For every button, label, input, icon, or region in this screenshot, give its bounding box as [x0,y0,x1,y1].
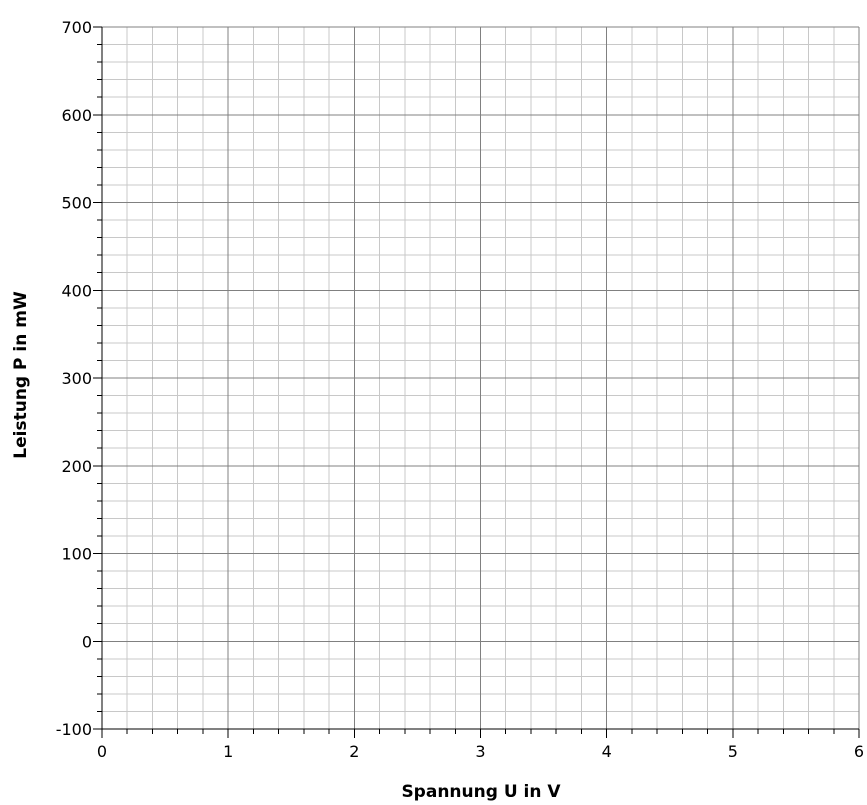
x-tick-label: 1 [223,742,233,761]
y-tick-label: 700 [61,18,92,37]
y-tick-label: 300 [61,369,92,388]
y-tick-label: 0 [82,632,92,651]
x-tick-label: 0 [97,742,107,761]
y-axis-ticks: -100 0 100 200 300 400 500 600 700 [56,18,102,739]
y-tick-label: 200 [61,457,92,476]
y-tick-label: 400 [61,281,92,300]
y-tick-label: 100 [61,545,92,564]
y-axis-title: Leistung P in mW [11,291,31,459]
y-tick-label: -100 [56,720,92,739]
x-tick-label: 3 [475,742,485,761]
x-tick-label: 4 [602,742,612,761]
y-tick-label: 500 [61,194,92,213]
x-axis-title: Spannung U in V [401,782,561,802]
x-axis-ticks: 0 1 2 3 4 5 6 [97,729,864,761]
x-tick-label: 6 [854,742,864,761]
x-tick-label: 2 [349,742,359,761]
x-tick-label: 5 [728,742,738,761]
y-tick-label: 600 [61,106,92,125]
